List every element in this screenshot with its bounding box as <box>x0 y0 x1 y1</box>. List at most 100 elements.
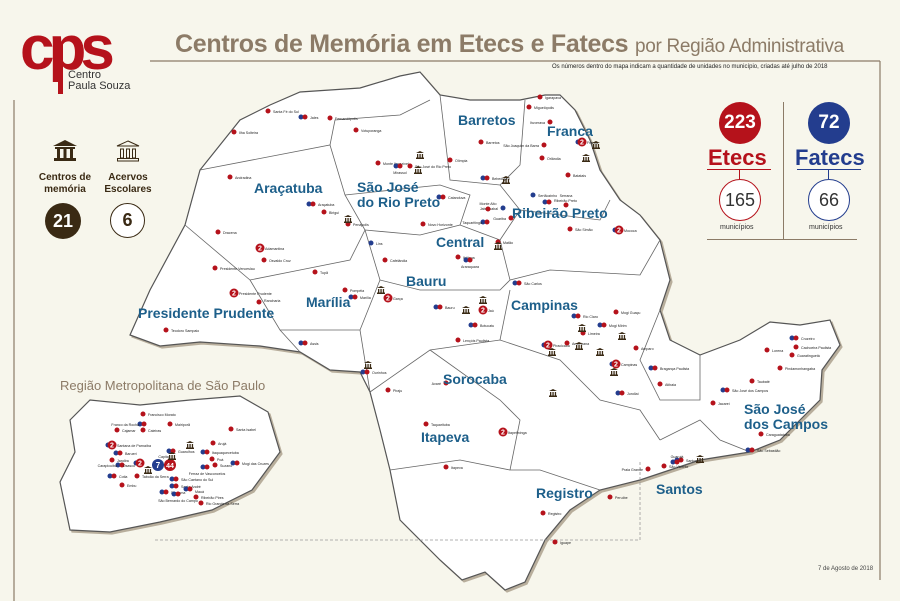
city-77[interactable]: Praia Grande <box>622 466 651 473</box>
city-84[interactable]: Pindamonhangaba <box>777 365 816 372</box>
city-50[interactable]: Marília <box>348 294 371 301</box>
city-4[interactable]: Ilha Solteira <box>231 129 258 136</box>
city-56[interactable]: Lençóis Paulista <box>455 337 490 344</box>
city-36[interactable]: Araraquara <box>461 257 479 270</box>
city-88[interactable]: Cachoeira Paulista <box>793 344 832 351</box>
city-75[interactable]: São Vicente <box>661 463 689 470</box>
metro-city-23[interactable]: Poá <box>209 456 224 463</box>
city-26[interactable]: Ribeirão Preto <box>542 199 577 205</box>
metro-city-11[interactable]: Embu <box>119 482 137 489</box>
city-68[interactable]: Rio Claro <box>571 313 598 320</box>
city-79[interactable]: São José dos Campos <box>720 387 769 394</box>
city-25[interactable]: Sertãozinho <box>530 192 558 199</box>
metro-city-3[interactable]: Caieiras <box>140 427 162 434</box>
city-27[interactable]: Serrana <box>560 194 573 208</box>
city-16[interactable]: Olímpia <box>447 157 468 164</box>
city-17[interactable]: Bebedouro <box>480 175 510 182</box>
city-87[interactable]: São Sebastião <box>745 447 781 454</box>
city-13[interactable]: Catanduva <box>436 194 466 201</box>
metro-city-1[interactable]: Mairiporã <box>167 421 190 428</box>
city-39[interactable]: 2 Jaú <box>478 305 494 315</box>
metro-city-5[interactable]: 2 Santana de Parnaíba <box>105 440 151 450</box>
city-14[interactable]: Novo Horizonte <box>420 221 453 228</box>
city-6[interactable]: Araçatuba <box>306 201 335 208</box>
city-55[interactable]: Botucatu <box>468 322 495 329</box>
city-9[interactable]: Dracena <box>215 229 237 236</box>
metro-city-10[interactable]: Cotia <box>107 473 128 480</box>
city-20[interactable]: Orlândia <box>539 155 561 162</box>
metro-city-0[interactable]: Francisco Morato <box>140 411 176 418</box>
city-72[interactable]: Bragança Paulista <box>648 365 690 372</box>
city-65[interactable]: 2 Piracicaba <box>541 340 570 350</box>
city-62[interactable]: Iguape <box>552 539 572 546</box>
metro-city-7[interactable]: Jandira <box>109 457 129 464</box>
metro-city-22[interactable]: Itaquaquecetuba <box>200 449 239 456</box>
metro-city-6[interactable]: Barueri <box>113 450 137 457</box>
metro-city-25[interactable]: Ferraz de Vasconcelos <box>189 464 226 477</box>
city-3[interactable]: Votuporanga <box>353 127 382 134</box>
city-48[interactable]: Tupã <box>312 269 329 276</box>
metro-city-8[interactable]: Carapicuíba <box>98 462 125 469</box>
city-54[interactable]: Piraju <box>385 387 403 394</box>
city-71[interactable]: Amparo <box>633 345 654 352</box>
metro-city-12[interactable]: Taboão da Serra <box>134 473 169 480</box>
city-22[interactable]: Miguelópolis <box>526 104 555 111</box>
city-19[interactable]: São Joaquim da Barra <box>503 142 547 149</box>
city-42[interactable]: Presidente Venceslau <box>212 265 255 272</box>
city-0[interactable]: Santa Fé do Sul <box>265 108 299 115</box>
city-78[interactable]: Peruíbe <box>607 494 628 501</box>
city-51[interactable]: 2 Garça <box>383 293 403 303</box>
metro-city-2[interactable]: Franco da Rocha <box>111 421 147 428</box>
city-21[interactable]: Igarapava <box>537 94 561 101</box>
city-49[interactable]: Pompéia <box>342 287 365 294</box>
city-81[interactable]: Guaratinguetá <box>789 352 820 359</box>
metro-city-28[interactable]: Santa Isabel <box>228 426 257 433</box>
metro-city-21[interactable]: Rio Grande da Serra <box>198 500 240 507</box>
city-73[interactable]: Atibaia <box>657 381 677 388</box>
metro-city-18[interactable]: Mauá <box>183 486 205 495</box>
city-76[interactable]: Guarujá <box>670 455 684 465</box>
city-80[interactable]: Taubaté <box>749 378 770 385</box>
metro-city-14[interactable]: 7 44 Capital <box>152 455 176 471</box>
metro-city-26[interactable]: Mogi das Cruzes <box>230 460 270 467</box>
city-82[interactable]: Lorena <box>764 347 784 354</box>
city-53[interactable]: Assis <box>298 340 319 347</box>
city-58[interactable]: 2 Itapetininga <box>498 427 527 437</box>
metro-city-24[interactable]: Suzano <box>212 462 233 469</box>
city-83[interactable]: Cruzeiro <box>789 335 815 342</box>
city-30[interactable]: Taquaritinga <box>462 219 490 226</box>
city-69[interactable]: Mogi Mirim <box>597 322 627 329</box>
city-44[interactable]: Rancharia <box>256 299 281 305</box>
city-29[interactable]: Monte Alto <box>480 202 497 212</box>
city-59[interactable]: Taquarituba <box>423 421 450 428</box>
metro-city-27[interactable]: Arujá <box>210 440 227 447</box>
city-70[interactable]: Mogi Guaçu <box>613 309 641 316</box>
city-57[interactable]: Avaré <box>432 380 449 387</box>
city-11[interactable]: Mirassol <box>393 163 407 176</box>
city-52[interactable]: Ourinhos <box>360 369 387 376</box>
city-12[interactable]: São José do Rio Preto <box>407 163 451 170</box>
city-37[interactable]: São Carlos <box>512 280 542 287</box>
city-2[interactable]: Fernandópolis <box>327 115 358 122</box>
city-46[interactable]: 2 Adamantina <box>255 243 285 253</box>
metro-city-19[interactable]: São Bernardo do Campo <box>158 491 198 504</box>
city-40[interactable]: Lins <box>368 240 383 247</box>
city-23[interactable]: Ituverava <box>530 119 553 126</box>
city-63[interactable]: 2 Campinas <box>609 359 638 369</box>
city-43[interactable]: 2 Presidente Prudente <box>229 288 272 298</box>
city-5[interactable]: Andradina <box>227 174 252 181</box>
city-41[interactable]: Cafelândia <box>382 257 408 264</box>
city-64[interactable]: Jundiaí <box>615 390 639 397</box>
city-61[interactable]: Registro <box>540 510 562 517</box>
city-15[interactable]: Barretos <box>478 139 500 146</box>
metro-city-20[interactable]: Ribeirão Pires <box>193 494 224 501</box>
city-32[interactable]: 2 Mococa <box>612 225 637 235</box>
city-31[interactable]: Guariba <box>493 215 514 222</box>
city-33[interactable]: São Simão <box>567 226 593 233</box>
metro-city-15[interactable]: São Caetano do Sul <box>169 476 214 483</box>
city-86[interactable]: Caraguatatuba <box>758 431 790 438</box>
city-38[interactable]: Bauru <box>433 304 455 311</box>
city-85[interactable]: Jacareí <box>710 400 730 407</box>
city-7[interactable]: Birigui <box>321 209 340 216</box>
